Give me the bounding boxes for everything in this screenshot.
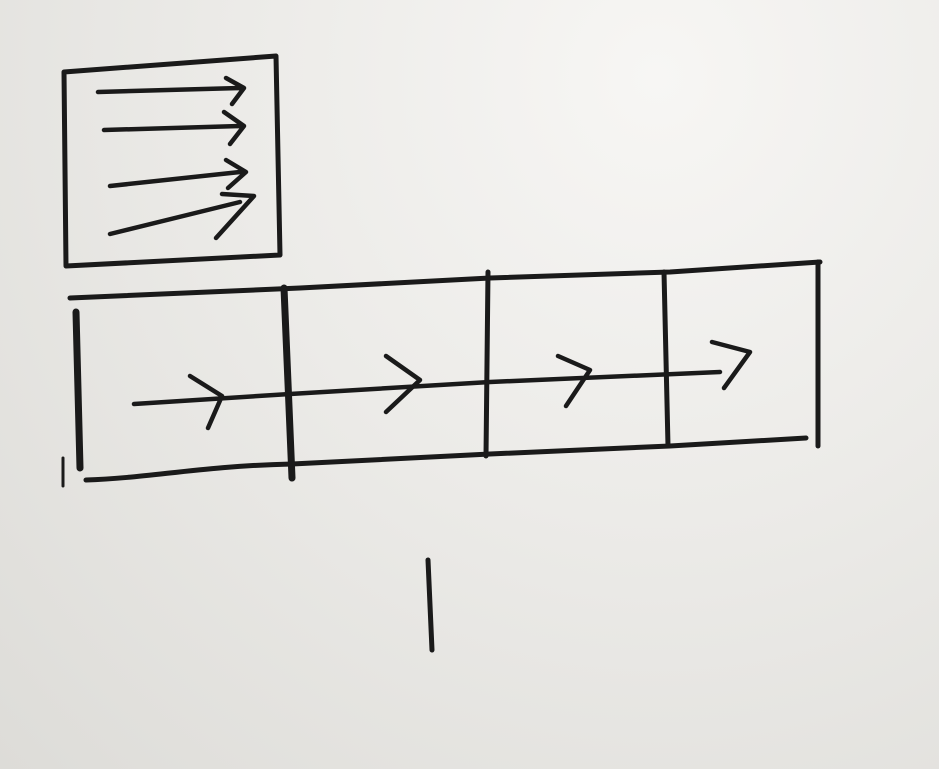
cell-divider (661, 269, 671, 449)
cell-divider (483, 269, 491, 459)
strip-flow-line (131, 369, 723, 407)
strip-left-edge (72, 308, 84, 472)
tally-stroke (425, 557, 435, 653)
strip-arrowhead (383, 353, 423, 415)
strip-arrowhead (187, 373, 225, 431)
top-box-arrow (107, 191, 257, 241)
strip-arrowhead (555, 353, 593, 409)
top-box-arrows (95, 75, 257, 241)
top-box (61, 53, 283, 269)
strip-top-edge (67, 259, 823, 301)
strip-bottom-edge (83, 435, 809, 483)
top-box-arrow (101, 109, 247, 147)
cell-divider (280, 284, 296, 482)
top-box-outline (61, 53, 283, 269)
top-box-arrow (107, 157, 249, 191)
top-box-arrow (95, 75, 247, 107)
cell-strip (61, 259, 823, 488)
strip-arrowhead (709, 339, 753, 391)
